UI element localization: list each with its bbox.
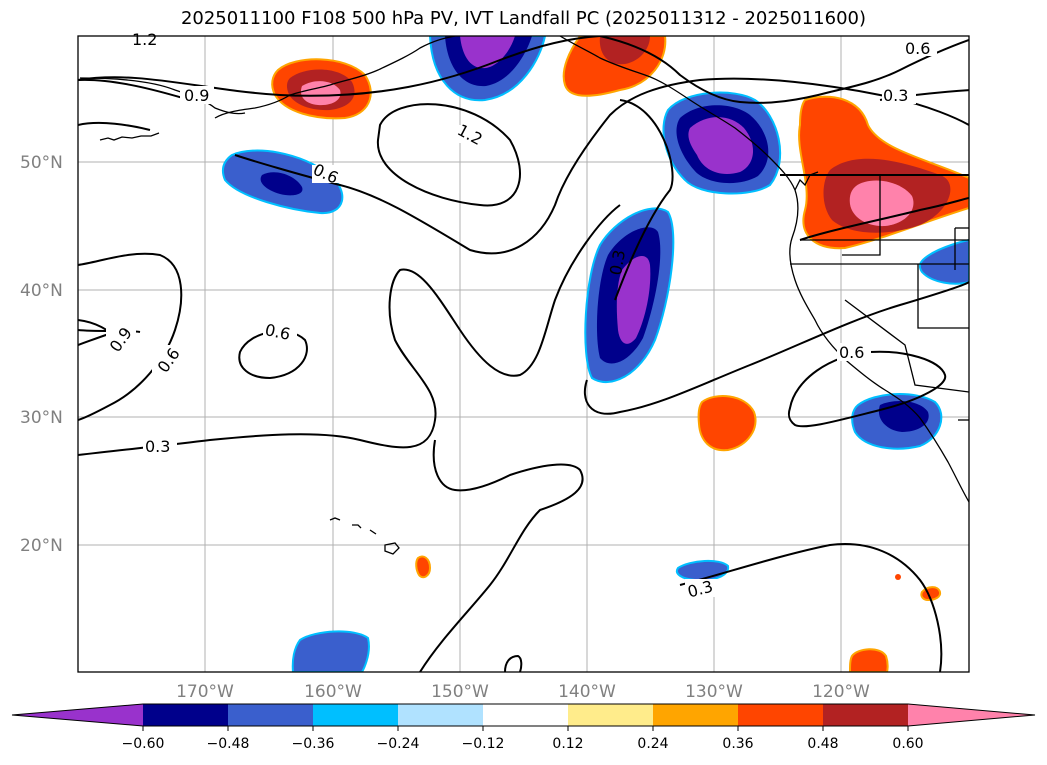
colorbar-extend-high <box>908 704 1035 726</box>
lat-label-40: 40°N <box>20 281 63 301</box>
contour-label-5: 0.6 <box>905 39 930 58</box>
colorbar-tick-label: 0.48 <box>807 736 838 752</box>
colorbar-tick-label: 0.12 <box>552 736 583 752</box>
contour-label-10: 0.6 <box>263 320 292 344</box>
lon-label-160w: 160°W <box>304 682 362 702</box>
colorbar-extend-low <box>12 704 143 726</box>
contour-labels: 1.2 0.9 1.2 0.6 0.6 0.3 0.3 0.9 0.6 0.6 … <box>106 30 937 602</box>
negative-pc-fills <box>222 36 969 672</box>
colorbar-tick-label: 0.60 <box>892 736 923 752</box>
colorbar-tick-label: −0.48 <box>207 736 250 752</box>
colorbar-tick-label: −0.12 <box>462 736 505 752</box>
colorbar-tick-label: −0.60 <box>122 736 165 752</box>
colorbar-segment <box>738 704 823 726</box>
colorbar-segment <box>823 704 908 726</box>
colorbar-segment <box>483 704 568 726</box>
colorbar-tick-label: 0.36 <box>722 736 753 752</box>
contour-label-7: 0.3 <box>606 248 629 276</box>
colorbar-segment <box>398 704 483 726</box>
contour-label-1: 1.2 <box>132 30 157 49</box>
colorbar-segment <box>143 704 228 726</box>
lat-label-50: 50°N <box>20 153 63 173</box>
colorbar-segment <box>653 704 738 726</box>
plot-frame <box>77 35 970 673</box>
map-title: 2025011100 F108 500 hPa PV, IVT Landfall… <box>180 8 867 29</box>
colorbar-segment <box>313 704 398 726</box>
latitude-labels: 50°N 40°N 30°N 20°N <box>20 153 63 556</box>
contour-label-2: 0.9 <box>184 86 209 105</box>
colorbar-tick-label: 0.24 <box>637 736 668 752</box>
colorbar-tick-label: −0.36 <box>292 736 335 752</box>
colorbar: −0.60 −0.48 −0.36 −0.24 −0.12 0.12 0.24 0.36 0.4… <box>11 703 1036 752</box>
colorbar-segment <box>568 704 653 726</box>
contour-label-6: 0.3 <box>883 86 908 105</box>
lon-label-170w: 170°W <box>176 682 234 702</box>
lat-label-30: 30°N <box>20 408 63 428</box>
lon-label-130w: 130°W <box>685 682 743 702</box>
lon-label-120w: 120°W <box>812 682 870 702</box>
lat-label-20: 20°N <box>20 536 63 556</box>
colorbar-tick-label: −0.24 <box>377 736 420 752</box>
lon-label-150w: 150°W <box>431 682 489 702</box>
contour-label-12: 0.6 <box>839 343 864 362</box>
contour-label-11: 0.3 <box>145 437 170 456</box>
longitude-labels: 170°W 160°W 150°W 140°W 130°W 120°W <box>176 682 870 702</box>
lon-label-140w: 140°W <box>558 682 616 702</box>
colorbar-segment <box>228 704 313 726</box>
